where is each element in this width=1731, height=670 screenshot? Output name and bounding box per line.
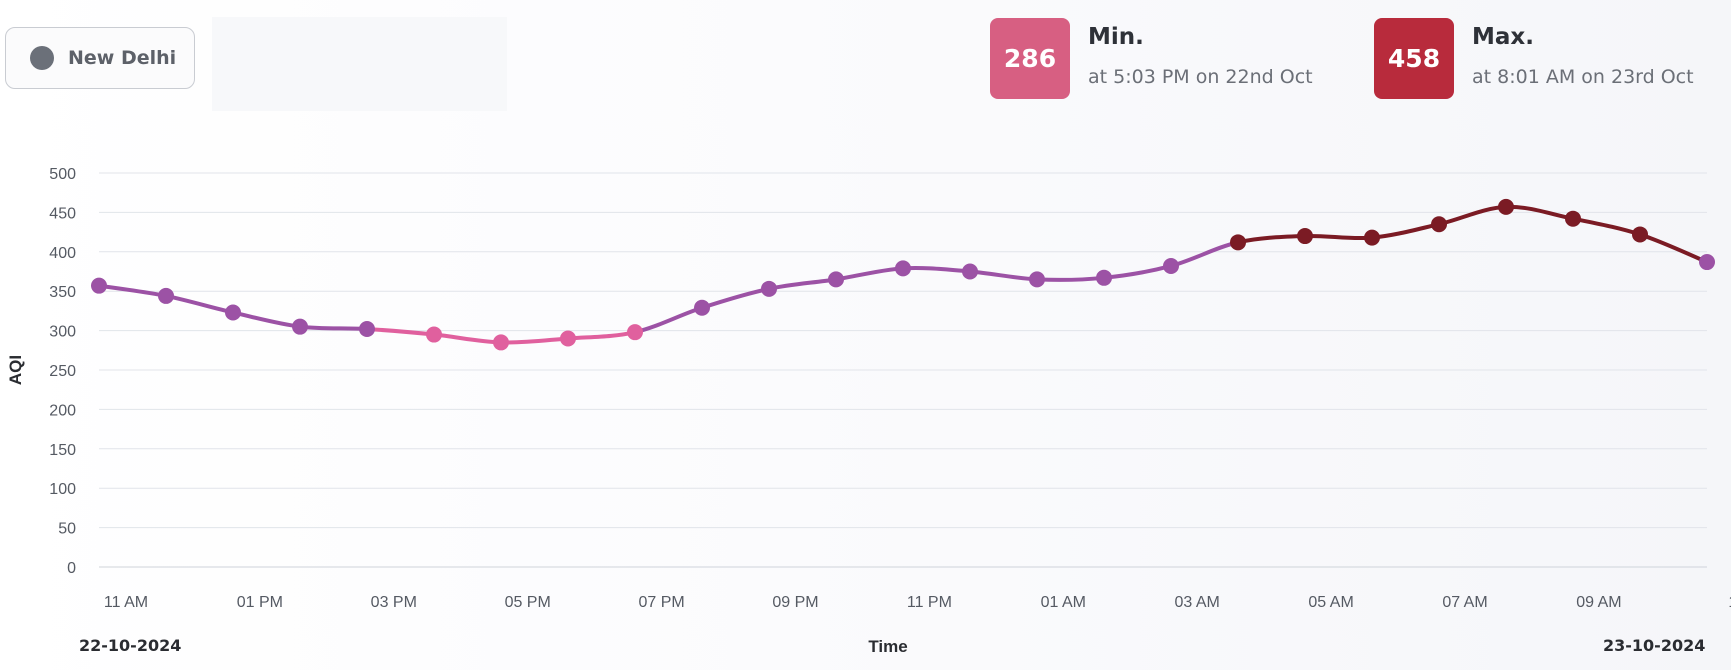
data-point [560, 330, 576, 347]
x-tick-label: 09 AM [1576, 594, 1621, 611]
min-detail: at 5:03 PM on 22nd Oct [1088, 66, 1313, 88]
location-selector-button[interactable]: New Delhi [5, 27, 195, 89]
series-line-segment [767, 277, 838, 291]
x-tick-label: 07 AM [1442, 594, 1487, 611]
y-tick-label: 150 [49, 442, 76, 459]
y-axis-title: AQI [6, 355, 25, 385]
data-point [627, 324, 643, 341]
start-date-label: 22-10-2024 [79, 636, 182, 655]
location-name: New Delhi [68, 47, 177, 69]
x-tick-label: 01 PM [237, 594, 283, 611]
y-tick-label: 0 [67, 560, 76, 577]
circle-dot-icon [30, 46, 54, 70]
series-line-segment [1035, 275, 1106, 282]
data-point [91, 277, 107, 294]
x-tick-label: 03 AM [1175, 594, 1220, 611]
data-point [1297, 228, 1313, 245]
x-tick-label: 11 AM [104, 594, 148, 611]
y-tick-label: 350 [49, 284, 76, 301]
data-point [1498, 198, 1514, 215]
x-tick-label: 1 [1728, 594, 1731, 611]
series-line-segment [499, 336, 570, 345]
data-point [493, 334, 509, 351]
series-line-segment [968, 269, 1039, 282]
series-line-segment [834, 266, 905, 282]
min-value-badge: 286 [990, 18, 1070, 99]
data-point [1364, 229, 1380, 246]
y-tick-label: 500 [49, 166, 76, 183]
max-label: Max. [1472, 24, 1534, 50]
series-line-segment [298, 324, 369, 332]
series-line-segment [901, 266, 972, 274]
x-tick-label: 05 AM [1308, 594, 1353, 611]
series-line-segment [566, 330, 637, 341]
series-line-segment [1236, 234, 1307, 245]
data-point [694, 299, 710, 316]
y-tick-label: 300 [49, 324, 76, 341]
data-point [1096, 269, 1112, 286]
data-point [1230, 234, 1246, 251]
min-label: Min. [1088, 24, 1144, 50]
x-tick-label: 05 PM [505, 594, 551, 611]
empty-panel [212, 17, 507, 111]
series-line-segment [1370, 222, 1441, 240]
y-tick-label: 400 [49, 245, 76, 262]
max-detail: at 8:01 AM on 23rd Oct [1472, 66, 1694, 88]
max-stat: 458 Max. at 8:01 AM on 23rd Oct [1374, 18, 1694, 100]
data-point [292, 318, 308, 335]
data-point [225, 304, 241, 321]
x-tick-label: 11 PM [907, 594, 952, 611]
data-point [426, 326, 442, 343]
data-point [1431, 216, 1447, 233]
data-point [1029, 271, 1045, 288]
data-point [761, 280, 777, 297]
series-line-segment [1169, 240, 1240, 268]
y-tick-label: 200 [49, 402, 76, 419]
series-line-segment [1303, 233, 1374, 241]
x-axis-title: Time [868, 637, 907, 656]
data-point [1565, 210, 1581, 227]
data-point [158, 287, 174, 304]
x-tick-label: 07 PM [638, 594, 684, 611]
series-line-segment [432, 332, 503, 345]
data-point [1632, 226, 1648, 243]
y-tick-label: 100 [49, 481, 76, 498]
series-line-segment [633, 305, 704, 335]
series-line-segment [365, 327, 436, 337]
max-value-badge: 458 [1374, 18, 1454, 99]
data-point [1163, 257, 1179, 274]
data-point [359, 321, 375, 338]
y-tick-label: 450 [49, 205, 76, 222]
data-point [895, 260, 911, 277]
min-stat: 286 Min. at 5:03 PM on 22nd Oct [990, 18, 1313, 100]
y-tick-label: 250 [49, 363, 76, 380]
series-line-segment [1638, 232, 1709, 265]
y-tick-label: 50 [58, 521, 76, 538]
series-line-segment [1437, 204, 1508, 227]
data-point [828, 271, 844, 288]
x-tick-label: 03 PM [371, 594, 417, 611]
series-line-segment [1571, 216, 1642, 237]
data-point [1699, 254, 1715, 271]
series-line-segment [231, 310, 302, 329]
data-point [962, 263, 978, 280]
end-date-label: 23-10-2024 [1603, 636, 1706, 655]
x-tick-label: 01 AM [1041, 594, 1086, 611]
x-tick-label: 09 PM [772, 594, 818, 611]
series-line-segment [164, 293, 235, 315]
series-line-segment [1102, 263, 1173, 280]
